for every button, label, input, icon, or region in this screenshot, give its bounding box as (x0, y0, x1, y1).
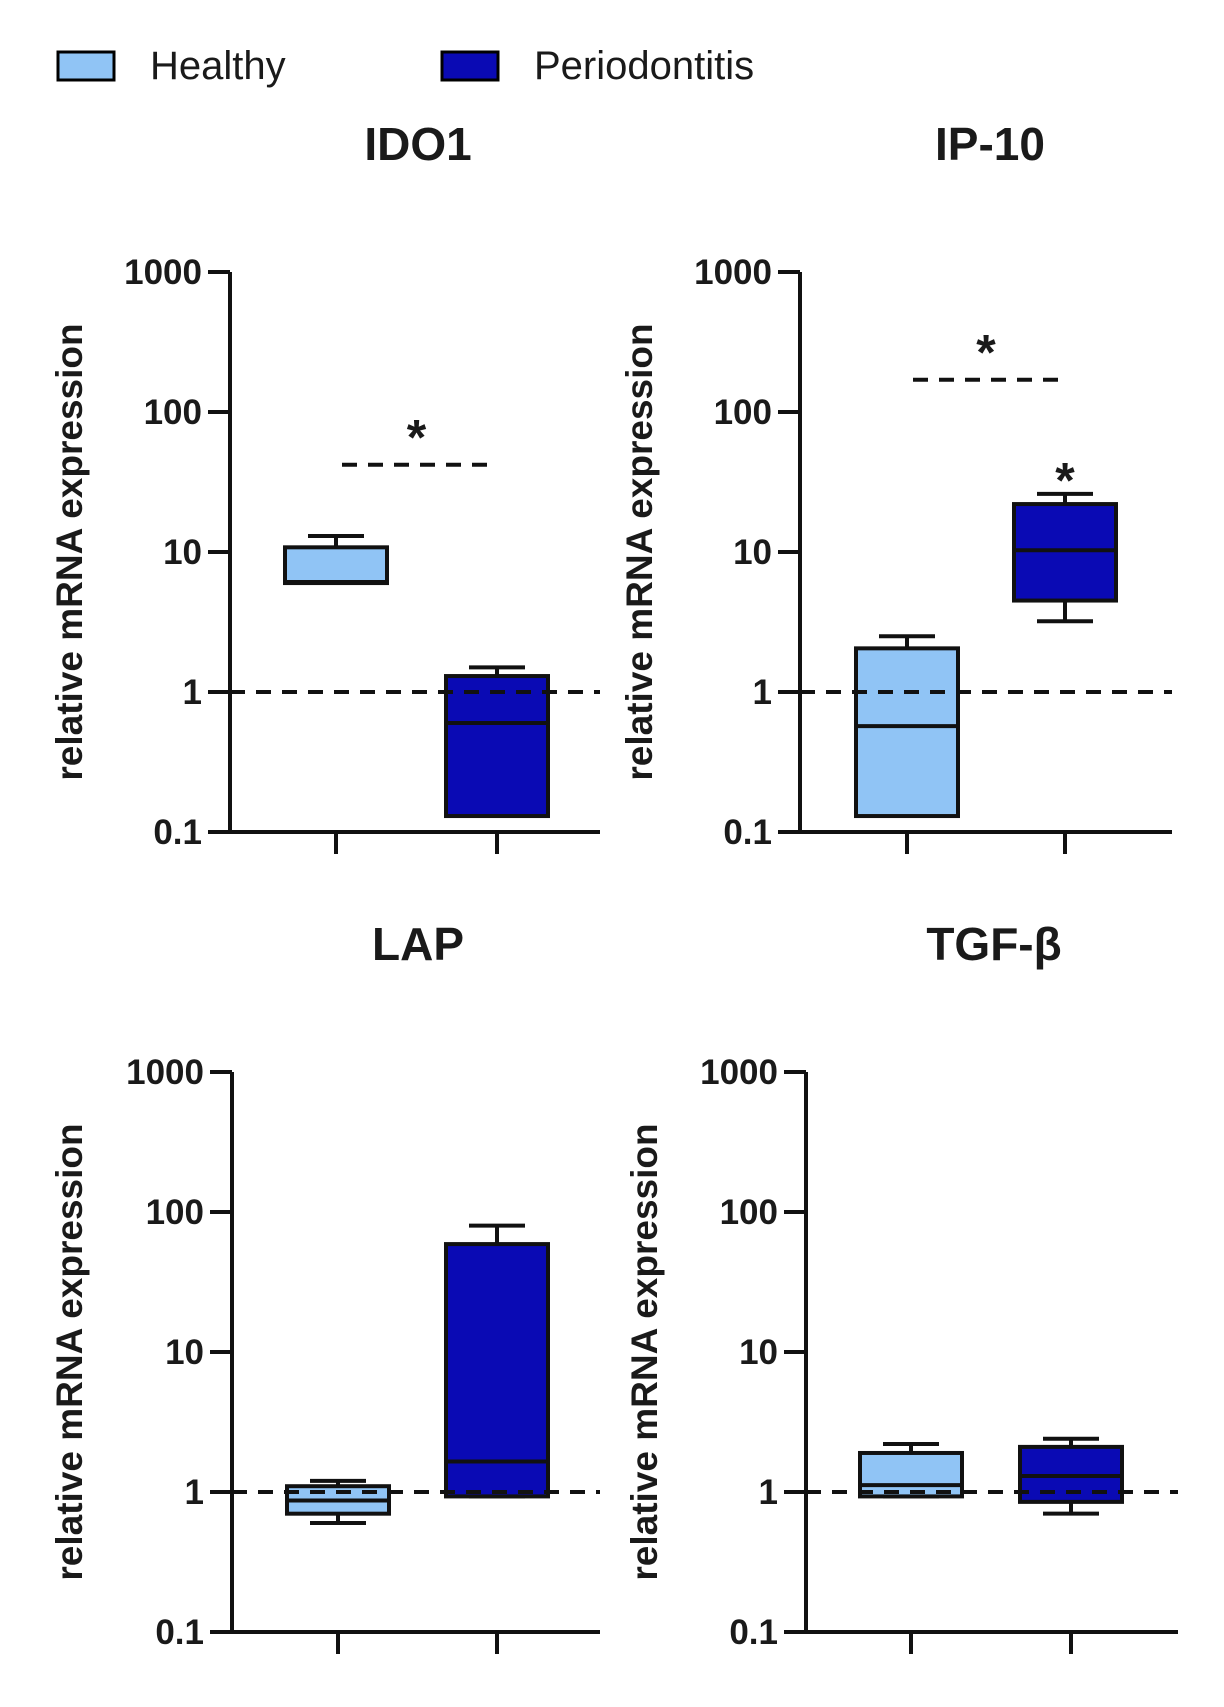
y-tick-label: 1 (183, 673, 202, 712)
y-tick-label: 10 (733, 533, 772, 572)
legend-swatch-periodontitis (440, 50, 500, 82)
chart-panel-1: IP-10 relative mRNA expression 0.1 1 10 100 10… (619, 118, 1172, 854)
box-iqr (444, 674, 550, 819)
y-tick-label: 100 (144, 393, 202, 432)
legend-label-healthy: Healthy (150, 44, 286, 88)
y-tick-label: 1000 (700, 1053, 778, 1092)
significance-star: * (1055, 453, 1075, 509)
chart-title: TGF-β (926, 918, 1061, 970)
y-axis-label: relative mRNA expression (49, 323, 90, 780)
y-tick-label: 10 (165, 1333, 204, 1372)
chart-title: IDO1 (364, 118, 471, 170)
y-tick-label: 10 (163, 533, 202, 572)
box-periodontitis (1018, 1436, 1124, 1516)
box-healthy (858, 1442, 964, 1499)
box-iqr (858, 1450, 964, 1499)
y-axis-label: relative mRNA expression (624, 1123, 665, 1580)
box-periodontitis (1012, 491, 1118, 624)
box-iqr (1012, 502, 1118, 603)
significance-star: * (976, 325, 996, 381)
chart-title: LAP (372, 918, 464, 970)
box-periodontitis (444, 665, 550, 819)
y-tick-label: 100 (714, 393, 772, 432)
box-healthy (854, 634, 960, 819)
y-tick-label: 1000 (124, 253, 202, 292)
y-tick-label: 1 (185, 1473, 204, 1512)
y-tick-label: 0.1 (153, 813, 202, 852)
chart-panel-0: IDO1 relative mRNA expression 0.1 1 10 100 100… (49, 118, 600, 854)
y-tick-label: 1000 (126, 1053, 204, 1092)
y-tick-label: 1 (753, 673, 772, 712)
box-iqr (854, 646, 960, 819)
box-iqr (283, 545, 389, 586)
box-iqr (444, 1242, 550, 1499)
y-tick-label: 10 (739, 1333, 778, 1372)
box-periodontitis (444, 1223, 550, 1499)
y-axis-label: relative mRNA expression (49, 1123, 90, 1580)
legend-swatch-healthy (56, 50, 116, 82)
legend: Healthy Periodontitis (56, 44, 754, 88)
box-healthy (283, 534, 389, 586)
y-tick-label: 0.1 (155, 1613, 204, 1652)
y-axis-label: relative mRNA expression (619, 323, 660, 780)
chart-title: IP-10 (935, 118, 1045, 170)
y-tick-label: 100 (146, 1193, 204, 1232)
y-tick-label: 1000 (694, 253, 772, 292)
y-tick-label: 0.1 (729, 1613, 778, 1652)
significance-star: * (407, 410, 427, 466)
chart-panel-3: TGF-β relative mRNA expression 0.1 1 10 100 10… (624, 918, 1178, 1654)
legend-label-periodontitis: Periodontitis (534, 44, 754, 88)
box-healthy (285, 1478, 391, 1526)
y-tick-label: 0.1 (723, 813, 772, 852)
y-tick-label: 100 (720, 1193, 778, 1232)
chart-panel-2: LAP relative mRNA expression 0.1 1 10 100 1000 (49, 918, 600, 1654)
y-tick-label: 1 (759, 1473, 778, 1512)
